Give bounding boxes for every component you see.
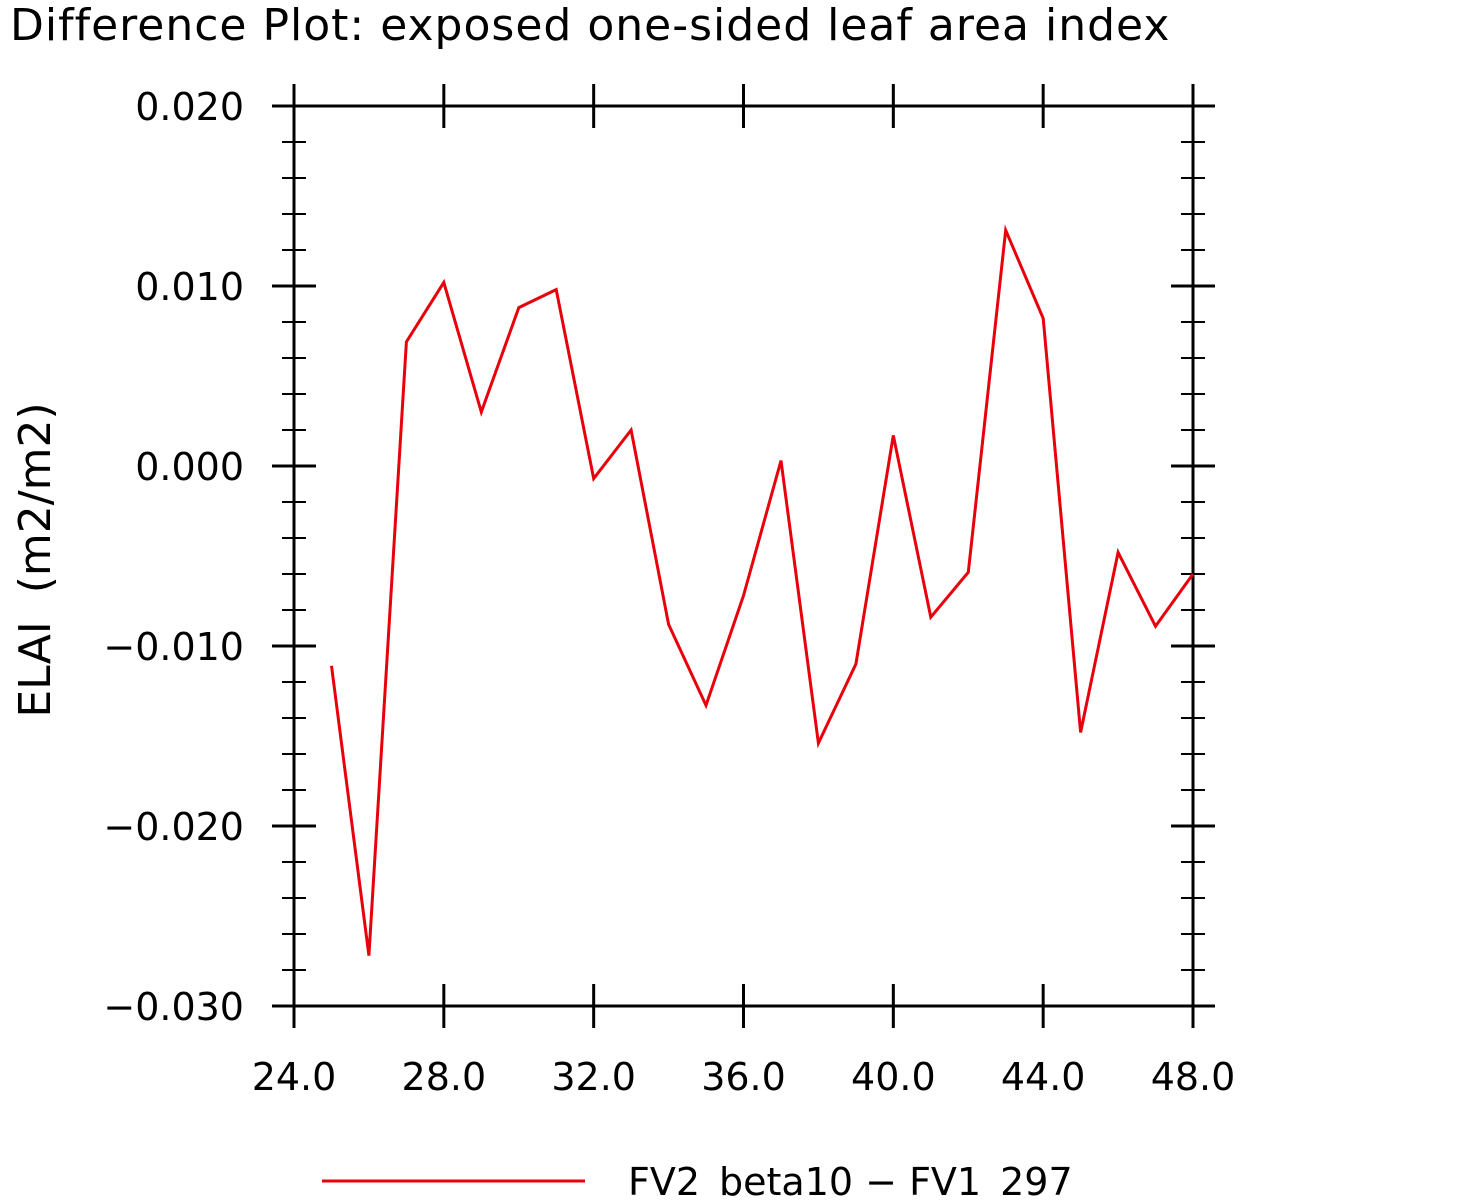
x-tick-label: 40.0 [851, 1055, 936, 1099]
series-line [330, 224, 1195, 956]
y-axis-title: ELAI (m2/m2) [10, 402, 61, 717]
legend-label: FV2_beta10 − FV1_297 [628, 1160, 1073, 1200]
data-series [330, 224, 1195, 956]
x-tick-label: 48.0 [1151, 1055, 1236, 1099]
plot-frame [292, 104, 1195, 1008]
chart-title: Difference Plot: exposed one-sided leaf … [10, 0, 1170, 51]
y-tick-label: −0.020 [103, 805, 244, 849]
legend: FV2_beta10 − FV1_297 [322, 1160, 1073, 1200]
y-tick-label: −0.010 [103, 625, 244, 669]
axis-tick-labels: 24.0 28.0 32.0 36.0 40.0 44.0 48.0 0.020 0.010 0.… [103, 85, 1235, 1099]
axis-ticks [272, 84, 1215, 1028]
plot-axes [292, 104, 1195, 1008]
y-tick-label: −0.030 [103, 985, 244, 1029]
x-tick-label: 36.0 [701, 1055, 786, 1099]
y-tick-label: 0.000 [135, 445, 244, 489]
y-tick-label: 0.010 [135, 265, 244, 309]
x-tick-label: 28.0 [402, 1055, 487, 1099]
x-tick-label: 44.0 [1001, 1055, 1086, 1099]
y-tick-label: 0.020 [135, 85, 244, 129]
x-tick-label: 24.0 [252, 1055, 337, 1099]
x-tick-label: 32.0 [551, 1055, 636, 1099]
